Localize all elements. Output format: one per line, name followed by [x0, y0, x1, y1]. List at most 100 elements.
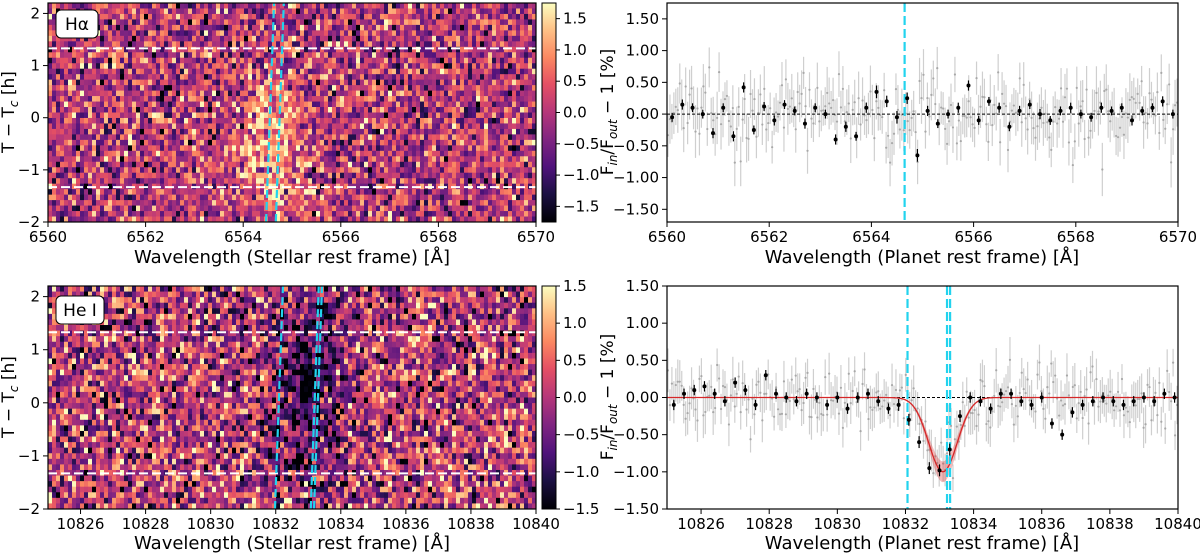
heatmap-cell: [356, 134, 361, 141]
heatmap-cell: [488, 139, 493, 146]
heatmap-cell: [380, 211, 385, 217]
heatmap-cell: [52, 46, 57, 53]
heatmap-cell: [376, 68, 381, 75]
heatmap-cell: [52, 35, 57, 42]
heatmap-cell: [516, 167, 521, 174]
heatmap-cell: [184, 128, 189, 135]
heatmap-cell: [392, 57, 397, 64]
heatmap-cell: [304, 63, 309, 70]
heatmap-cell: [328, 112, 333, 119]
heatmap-cell: [88, 178, 93, 185]
heatmap-cell: [504, 52, 509, 59]
heatmap-cell: [456, 96, 461, 102]
heatmap-cell: [344, 79, 349, 86]
heatmap-cell: [500, 194, 505, 201]
heatmap-cell: [400, 167, 405, 174]
heatmap-cell: [464, 19, 469, 26]
heatmap-cell: [380, 90, 385, 97]
heatmap-cell: [396, 156, 401, 163]
heatmap-cell: [68, 90, 73, 97]
heatmap-cell: [180, 74, 185, 81]
heatmap-cell: [492, 57, 497, 64]
heatmap-cell: [464, 90, 469, 97]
heatmap-cell: [104, 24, 109, 31]
heatmap-cell: [256, 35, 261, 42]
heatmap-cell: [304, 200, 309, 206]
heatmap-cell: [468, 52, 473, 59]
heatmap-cell: [292, 19, 297, 26]
heatmap-cell: [128, 167, 133, 174]
heatmap-cell: [100, 167, 105, 174]
heatmap-cell: [244, 35, 249, 42]
heatmap-cell: [120, 19, 125, 26]
heatmap-cell: [316, 167, 321, 174]
heatmap-cell: [392, 194, 397, 201]
heatmap-cell: [396, 90, 401, 97]
heatmap-cell: [240, 79, 245, 86]
heatmap-cell: [492, 30, 497, 37]
heatmap-cell: [328, 96, 333, 102]
heatmap-cell: [220, 3, 225, 9]
heatmap-cell: [292, 35, 297, 42]
heatmap-cell: [264, 24, 269, 31]
heatmap-cell: [136, 161, 141, 168]
heatmap-cell: [340, 156, 345, 163]
heatmap-cell: [464, 30, 469, 37]
heatmap-cell: [452, 3, 457, 9]
heatmap-cell: [84, 156, 89, 163]
heatmap-cell: [384, 101, 389, 108]
heatmap-cell: [288, 128, 293, 135]
heatmap-cell: [340, 134, 345, 141]
heatmap-cell: [228, 63, 233, 70]
heatmap-cell: [212, 112, 217, 119]
heatmap-cell: [372, 74, 377, 81]
heatmap-cell: [152, 150, 157, 157]
heatmap-cell: [104, 205, 109, 212]
heatmap-cell: [300, 79, 305, 86]
heatmap-cell: [436, 8, 441, 15]
heatmap-cell: [392, 13, 397, 20]
heatmap-cell: [456, 35, 461, 42]
heatmap-cell: [364, 112, 369, 119]
heatmap-cell: [340, 189, 345, 196]
heatmap-cell: [488, 24, 493, 31]
heatmap-cell: [428, 150, 433, 157]
heatmap-cell: [216, 145, 221, 152]
heatmap-cell: [516, 123, 521, 130]
heatmap-cell: [180, 211, 185, 217]
heatmap-cell: [184, 3, 189, 9]
heatmap-cell: [408, 35, 413, 42]
heatmap-cell: [440, 68, 445, 75]
heatmap-cell: [144, 3, 149, 9]
heatmap-cell: [52, 145, 57, 152]
heatmap-cell: [180, 96, 185, 102]
heatmap-cell: [224, 205, 229, 212]
heatmap-cell: [112, 79, 117, 86]
heatmap-cell: [484, 156, 489, 163]
heatmap-cell: [476, 172, 481, 179]
heatmap-cell: [484, 41, 489, 48]
heatmap-cell: [220, 216, 225, 222]
heatmap-cell: [336, 145, 341, 152]
heatmap-cell: [188, 161, 193, 168]
heatmap-cell: [364, 167, 369, 174]
heatmap-cell: [396, 205, 401, 212]
heatmap-cell: [260, 194, 265, 201]
heatmap-cell: [160, 74, 165, 81]
heatmap-cell: [504, 150, 509, 157]
heatmap-cell: [380, 107, 385, 113]
heatmap-cell: [332, 200, 337, 206]
heatmap-cell: [68, 79, 73, 86]
heatmap-cell: [204, 24, 209, 31]
heatmap-cell: [376, 74, 381, 81]
heatmap-cell: [480, 216, 485, 222]
heatmap-cell: [480, 117, 485, 124]
heatmap-cell: [328, 24, 333, 31]
heatmap-cell: [428, 52, 433, 59]
heatmap-cell: [404, 167, 409, 174]
heatmap-cell: [152, 145, 157, 152]
heatmap-cell: [80, 205, 85, 212]
heatmap-cell: [296, 96, 301, 102]
heatmap-cell: [188, 134, 193, 141]
heatmap-cell: [160, 145, 165, 152]
